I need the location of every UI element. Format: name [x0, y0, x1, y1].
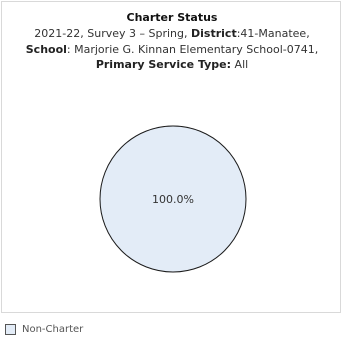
- legend: Non-Charter: [5, 324, 83, 335]
- pie-chart: 100.0%: [99, 125, 247, 273]
- chart-subtitle: 2021-22, Survey 3 – Spring, District:41-…: [25, 27, 319, 71]
- pie-slice-non-charter[interactable]: [99, 125, 247, 273]
- subtitle-school-label: School: [25, 42, 67, 56]
- subtitle-year: 2021-22: [34, 27, 81, 40]
- legend-label-non-charter: Non-Charter: [22, 324, 84, 335]
- chart-panel: Charter Status 2021-22, Survey 3 – Sprin…: [1, 1, 341, 313]
- slice-label-non-charter: 100.0%: [152, 193, 194, 206]
- legend-swatch-non-charter[interactable]: [5, 324, 16, 335]
- subtitle-school-value: Marjorie G. Kinnan Elementary School-074…: [74, 42, 315, 56]
- subtitle-district-value: 41-Manatee: [240, 27, 307, 40]
- chart-title: Charter Status: [126, 11, 218, 24]
- subtitle-district-label: District: [191, 27, 237, 40]
- subtitle-survey: Survey 3 – Spring: [87, 27, 185, 40]
- subtitle-service-type-value: All: [234, 58, 249, 71]
- subtitle-service-type-label: Primary Service Type:: [95, 58, 232, 71]
- pie-group: [99, 125, 247, 273]
